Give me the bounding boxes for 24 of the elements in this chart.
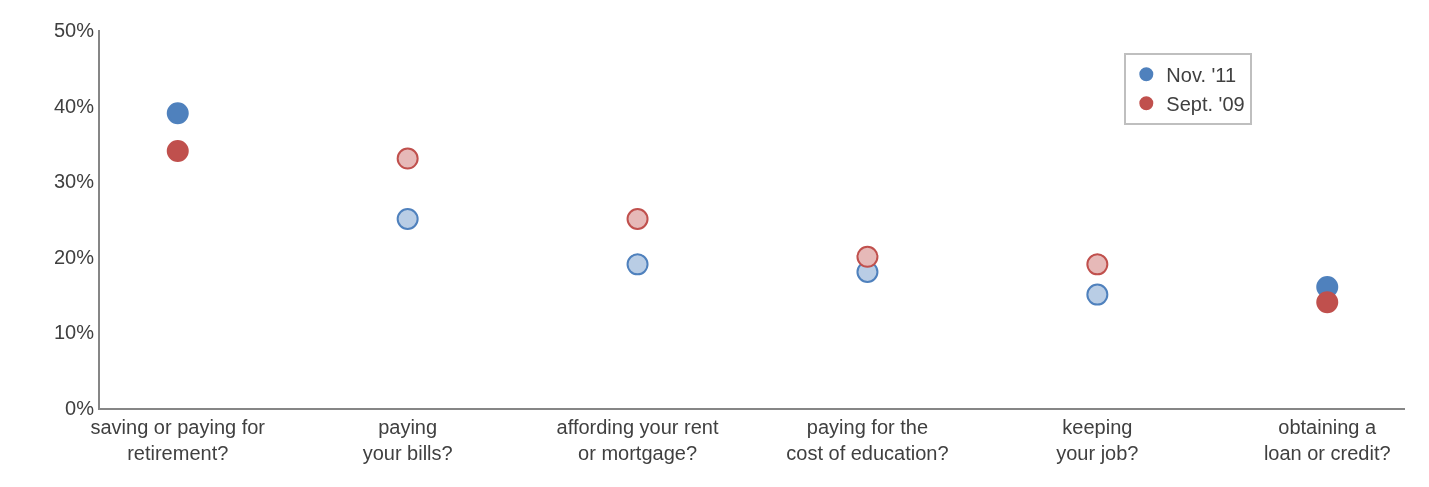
x-tick-label: obtaining a loan or credit? xyxy=(1263,416,1391,464)
y-tick-label: 50% xyxy=(53,19,95,41)
point xyxy=(396,208,419,230)
x-tick-label: saving or paying for retirement? xyxy=(90,416,266,464)
y-tick-label: 30% xyxy=(53,170,95,193)
y-tick-label: 40% xyxy=(53,94,95,117)
legend-label: Sept. '09 xyxy=(1166,92,1245,115)
x-tick-label: keeping your job? xyxy=(1056,416,1139,464)
x-tick-label: paying your bills? xyxy=(362,416,453,464)
x-tick-label: paying for the cost of education? xyxy=(786,416,949,464)
point xyxy=(1316,291,1339,314)
point xyxy=(856,245,879,268)
point xyxy=(626,253,649,276)
y-tick-label: 0% xyxy=(65,397,95,419)
y-tick-label: 10% xyxy=(53,321,95,344)
point xyxy=(626,208,649,230)
point xyxy=(166,139,189,162)
point xyxy=(1086,283,1109,306)
point xyxy=(396,147,419,170)
legend-label: Nov. '11 xyxy=(1166,63,1237,86)
point xyxy=(166,102,189,125)
y-tick-label: 20% xyxy=(53,245,95,268)
point xyxy=(1086,253,1109,276)
x-tick-label: affording your rent or mortgage? xyxy=(556,416,719,464)
